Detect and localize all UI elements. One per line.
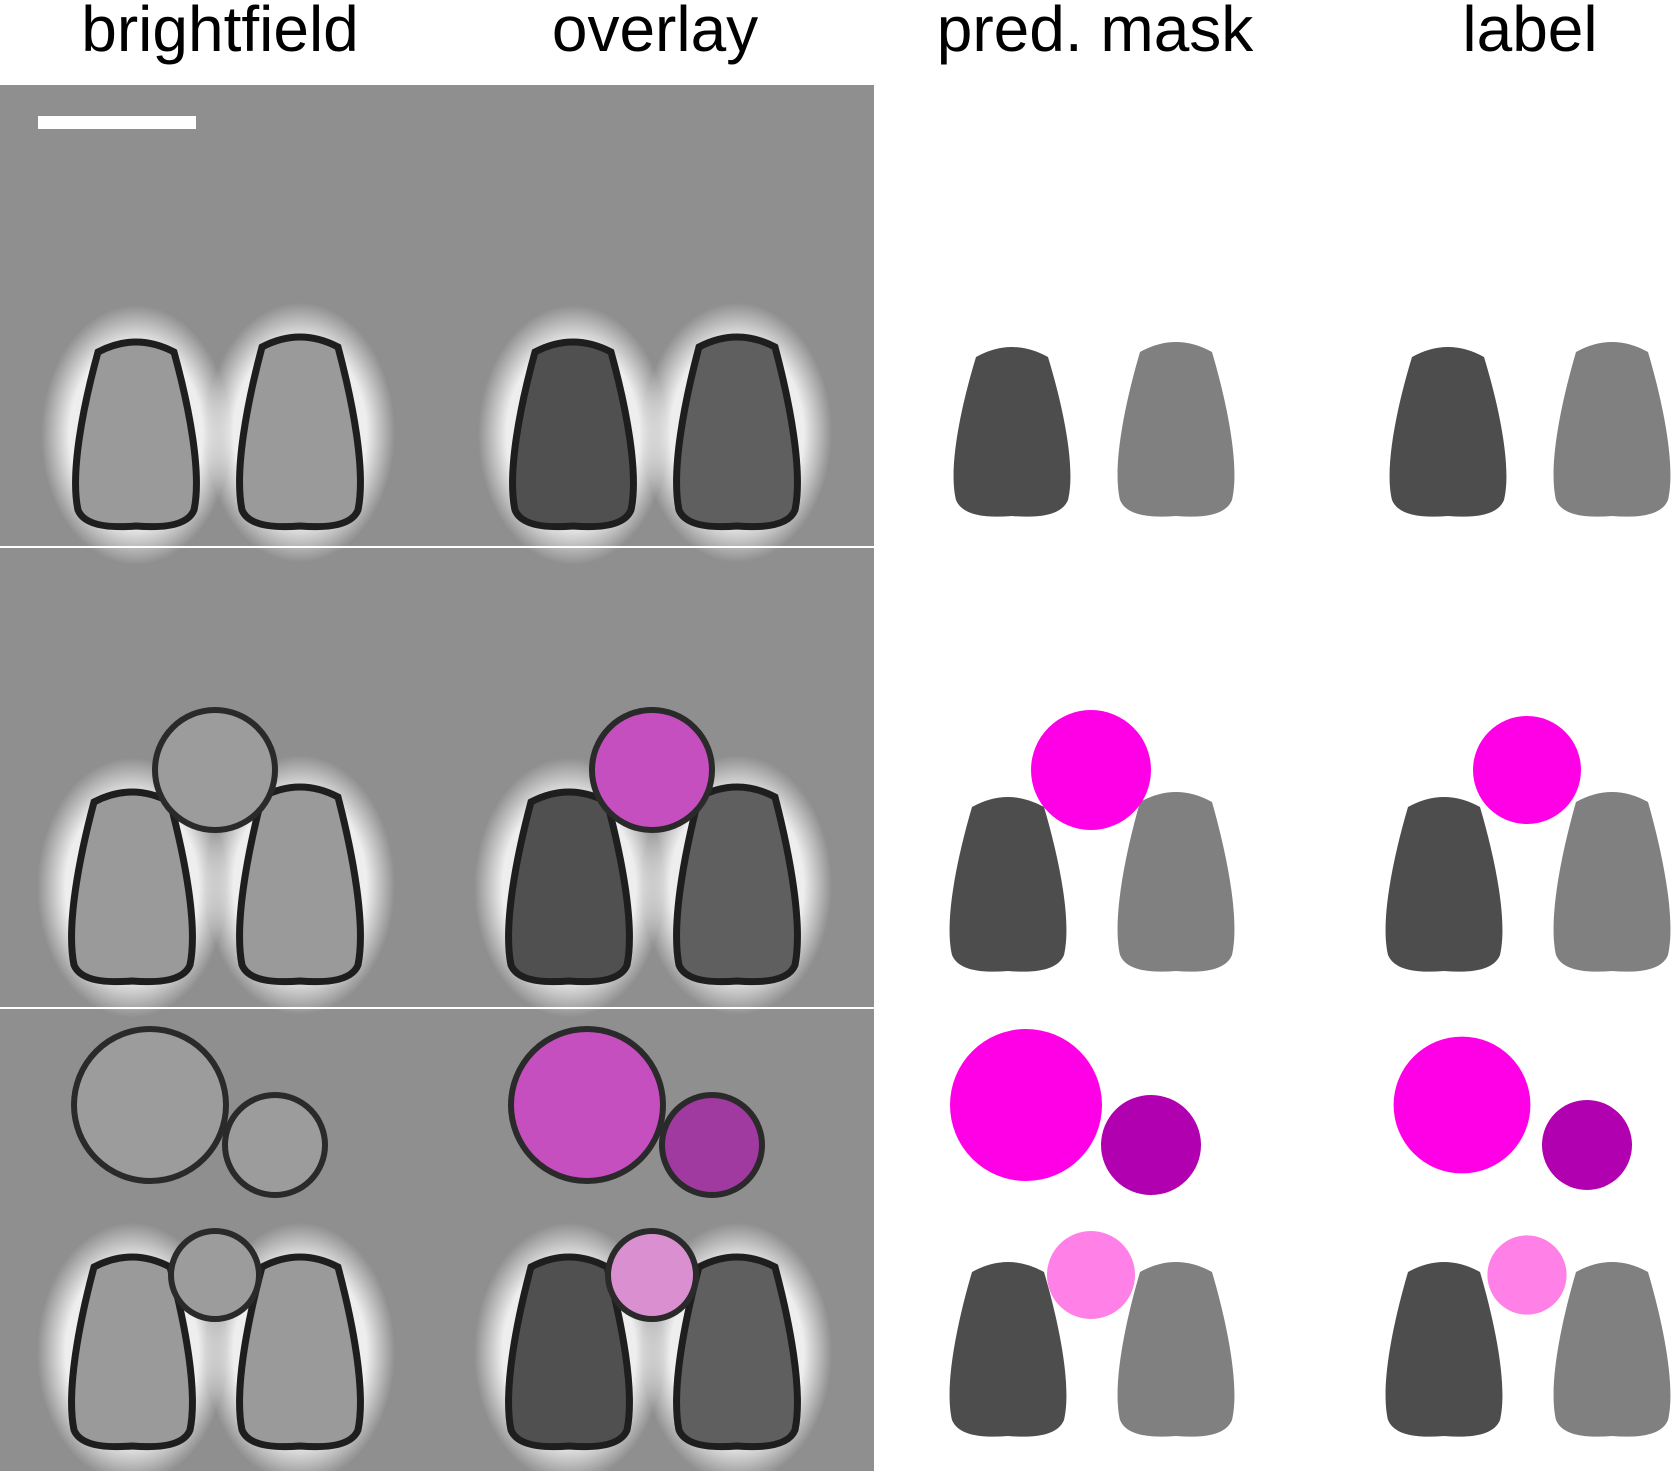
column-header-label: label [1462,0,1598,65]
mask-mask-trap-right [1117,342,1235,517]
scale-bar [38,116,196,129]
bright-trap-cell-left [72,338,200,531]
bright-trap-cell-left [68,1253,196,1451]
label-mask-trap-right [1553,1262,1671,1437]
mask-mask-trap-left [949,1262,1067,1437]
label-mask-trap-left [1389,347,1507,517]
mask-mask-yeast-cell [1047,1231,1135,1319]
label-mask-trap-left [1385,797,1503,972]
bright-trap-cell-right [236,333,364,531]
label-mask-yeast-cell [1487,1235,1567,1315]
overlay-trap-cell-left [505,788,633,986]
overlay-yeast-cell [589,707,715,833]
column-header-pred-mask: pred. mask [936,0,1254,65]
mask-mask-trap-left [953,347,1071,517]
column-header-brightfield: brightfield [81,0,359,65]
overlay-trap-cell-right [673,783,801,986]
brightfield-yeast-cell [168,1228,262,1322]
mask-mask-yeast-cell [950,1029,1102,1181]
mask-mask-trap-left [949,797,1067,972]
bright-trap-cell-right [236,1253,364,1451]
column-header-overlay: overlay [551,0,759,65]
mask-mask-trap-right [1117,792,1235,972]
overlay-yeast-cell [659,1092,765,1198]
label-mask-trap-right [1553,342,1671,517]
label-mask-trap-left [1385,1262,1503,1437]
mask-mask-yeast-cell [1101,1095,1201,1195]
bright-trap-cell-left [68,788,196,986]
overlay-trap-cell-right [673,1253,801,1451]
brightfield-yeast-cell [71,1026,229,1184]
bright-trap-cell-right [236,783,364,986]
brightfield-yeast-cell [222,1092,328,1198]
overlay-trap-cell-right [673,333,801,531]
brightfield-yeast-cell [152,707,278,833]
overlay-trap-cell-left [505,1253,633,1451]
mask-mask-trap-right [1117,1262,1235,1437]
label-mask-trap-right [1553,792,1671,972]
overlay-yeast-cell [508,1026,666,1184]
mask-mask-yeast-cell [1031,710,1151,830]
label-mask-yeast-cell [1473,716,1581,824]
overlay-yeast-cell [605,1228,699,1322]
overlay-trap-cell-left [509,338,637,531]
label-mask-yeast-cell [1542,1100,1632,1190]
label-mask-yeast-cell [1393,1036,1531,1174]
